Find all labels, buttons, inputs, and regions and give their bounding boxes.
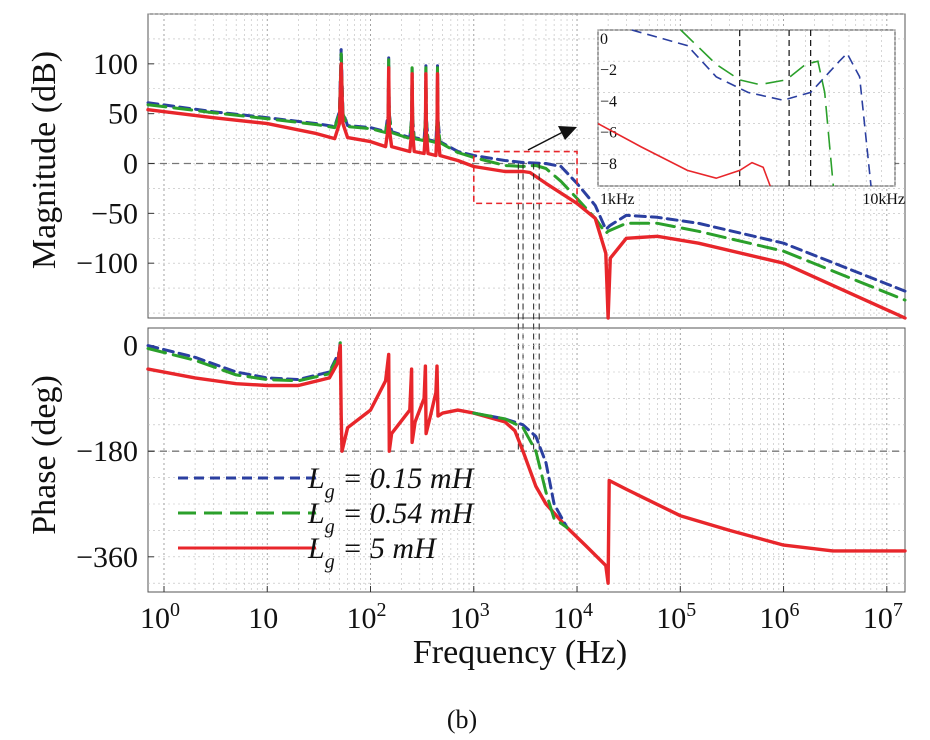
x-tick-label: 103: [450, 599, 490, 635]
magnitude-y-tick-label: −100: [76, 247, 138, 280]
phase-axis-title: Phase (deg): [26, 375, 63, 535]
inset-y-tick-label: 0: [600, 31, 608, 48]
frequency-axis-title: Frequency (Hz): [413, 634, 627, 671]
magnitude-y-tick-label: −50: [91, 197, 138, 230]
zoom-arrow-line: [528, 132, 563, 150]
x-tick-label: 10: [248, 602, 278, 635]
inset-y-tick-label: −8: [600, 156, 617, 173]
figure-caption: (b): [447, 705, 477, 734]
inset-y-tick-label: −4: [600, 93, 617, 110]
inset-x-tick-label: 10kHz: [862, 191, 905, 208]
inset-y-tick-label: −2: [600, 62, 617, 79]
x-tick-label: 104: [553, 599, 593, 635]
legend-label: Lg = 5 mH: [307, 532, 438, 573]
phase-y-tick-label: −180: [76, 435, 138, 468]
x-tick-label: 106: [760, 599, 800, 635]
phase-y-tick-label: 0: [123, 330, 138, 363]
magnitude-y-tick-label: 50: [108, 98, 138, 131]
x-axis-ticks: 100 10 102 103 104 105 106 107: [140, 586, 903, 635]
magnitude-axis-title: Magnitude (dB): [26, 51, 63, 269]
phase-y-tick-label: −360: [76, 541, 138, 574]
magnitude-y-tick-label: 100: [93, 48, 138, 81]
x-tick-label: 102: [347, 599, 387, 635]
series-0-54-mh-line: [474, 413, 567, 527]
inset-frame: [598, 30, 895, 186]
x-tick-label: 105: [656, 599, 696, 635]
x-tick-label: 100: [140, 599, 180, 635]
magnitude-y-tick-label: 0: [123, 148, 138, 181]
x-tick-label: 107: [863, 599, 903, 635]
inset-x-tick-label: 1kHz: [600, 191, 635, 208]
